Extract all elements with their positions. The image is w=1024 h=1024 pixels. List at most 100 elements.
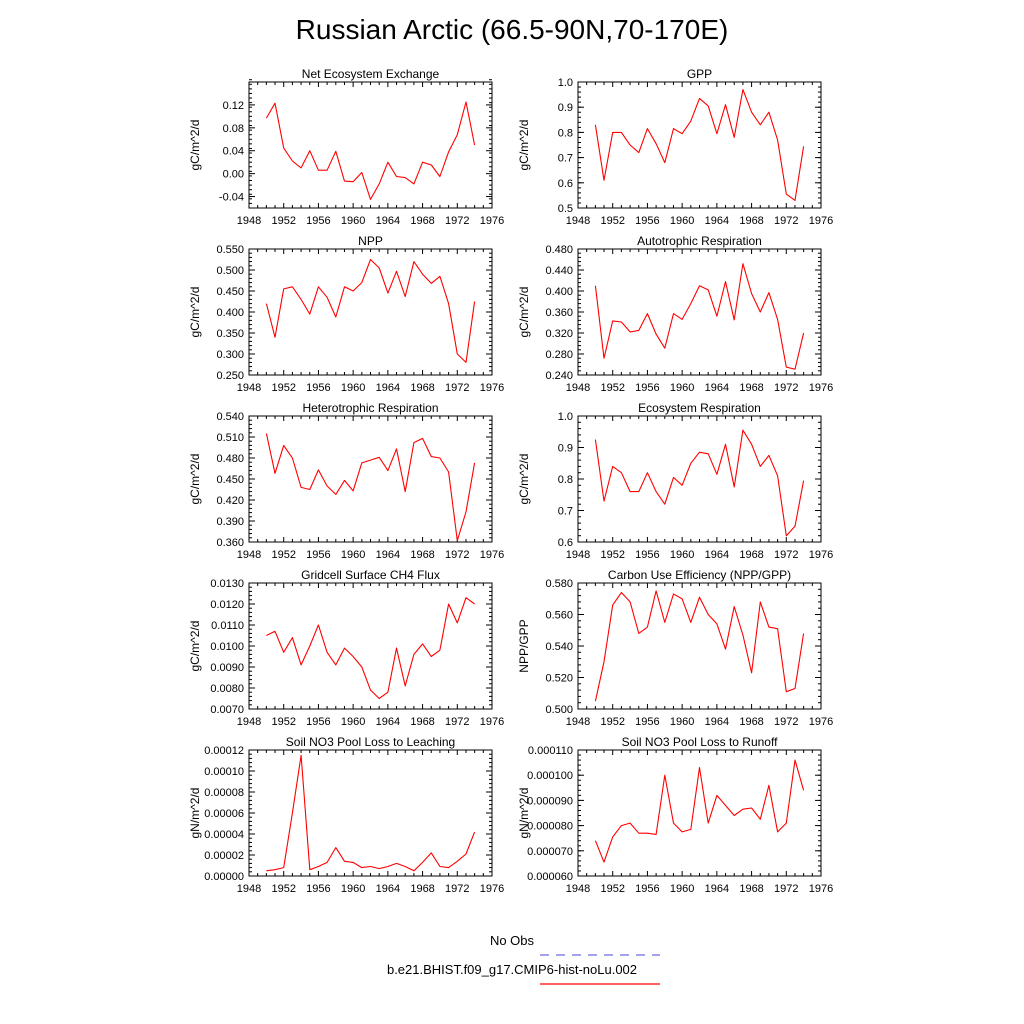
chart-8-ytick-label: 0.00012: [204, 745, 244, 757]
chart-9-xtick-label: 1968: [739, 883, 763, 895]
chart-3-xtick-label: 1960: [670, 382, 694, 394]
chart-3-xtick-label: 1964: [705, 382, 729, 394]
chart-6-xtick-label: 1964: [376, 716, 400, 728]
chart-4: Heterotrophic Respiration 1948 1952 1956 196…: [188, 401, 504, 561]
chart-6-ylabel: gC/m^2/d: [188, 621, 202, 672]
chart-5: Ecosystem Respiration 1948 1952 1956 1960 196…: [517, 401, 833, 561]
chart-1-frame: [577, 81, 822, 209]
chart-6-xtick-label: 1956: [306, 716, 330, 728]
chart-5-xtick-label: 1952: [600, 549, 624, 561]
chart-1-xtick-label: 1964: [705, 215, 729, 227]
chart-7: Carbon Use Efficiency (NPP/GPP) 1948 1952 1…: [517, 568, 833, 728]
chart-2-title: NPP: [358, 234, 383, 248]
chart-1-ytick-label: 0.5: [558, 203, 573, 215]
chart-8-xtick-label: 1960: [341, 883, 365, 895]
chart-4-xtick-label: 1948: [237, 549, 261, 561]
chart-1-ytick-label: 1.0: [558, 77, 573, 89]
chart-5-ytick-label: 1.0: [558, 411, 573, 423]
chart-1-xtick-label: 1968: [739, 215, 763, 227]
chart-8-ytick-label: 0.00010: [204, 766, 244, 778]
chart-6-xtick-label: 1968: [410, 716, 434, 728]
chart-9-ytick-label: 0.000070: [527, 846, 573, 858]
chart-3: Autotrophic Respiration 1948 1952 1956 1960 1…: [517, 234, 833, 394]
chart-2-xtick-label: 1948: [237, 382, 261, 394]
chart-7-xtick-label: 1952: [600, 716, 624, 728]
chart-7-series-line-0: [594, 590, 805, 702]
chart-0-xtick-label: 1976: [480, 215, 504, 227]
chart-0-ytick-label: 0.08: [223, 123, 244, 135]
chart-8-xtick-label: 1964: [376, 883, 400, 895]
chart-7-xtick-label: 1948: [566, 716, 590, 728]
chart-4-xtick-label: 1952: [271, 549, 295, 561]
chart-7-xtick-label: 1964: [705, 716, 729, 728]
chart-7-xtick-label: 1972: [774, 716, 798, 728]
chart-5-ytick-label: 0.7: [558, 506, 573, 518]
chart-1-ytick-label: 0.8: [558, 127, 573, 139]
chart-1-xtick-label: 1952: [600, 215, 624, 227]
chart-5-series-line-0: [594, 429, 805, 537]
chart-3-xtick-label: 1952: [600, 382, 624, 394]
chart-9-xtick-label: 1956: [635, 883, 659, 895]
chart-4-xtick-label: 1964: [376, 549, 400, 561]
chart-0-ylabel: gC/m^2/d: [188, 120, 202, 171]
chart-5-xtick-label: 1960: [670, 549, 694, 561]
chart-5-xtick-label: 1948: [566, 549, 590, 561]
chart-9-ytick-label: 0.000090: [527, 795, 573, 807]
chart-0-ytick-label: 0.00: [223, 169, 244, 181]
chart-9-xtick-label: 1976: [809, 883, 833, 895]
chart-2-ylabel: gC/m^2/d: [188, 287, 202, 338]
chart-7-xtick-label: 1968: [739, 716, 763, 728]
chart-4-xtick-label: 1976: [480, 549, 504, 561]
chart-4-ylabel: gC/m^2/d: [188, 454, 202, 505]
chart-9-xtick-label: 1948: [566, 883, 590, 895]
chart-6-ytick-label: 0.0070: [210, 704, 244, 716]
chart-5-ylabel: gC/m^2/d: [517, 454, 531, 505]
chart-0-xtick-label: 1964: [376, 215, 400, 227]
chart-2-ytick-label: 0.250: [216, 370, 244, 382]
chart-3-ytick-label: 0.440: [545, 265, 573, 277]
legend-label-no-obs: No Obs: [489, 933, 535, 948]
chart-1-series-line-0: [594, 89, 805, 201]
chart-8-ytick-label: 0.00000: [204, 871, 244, 883]
chart-1-xtick-label: 1956: [635, 215, 659, 227]
chart-2-xtick-label: 1976: [480, 382, 504, 394]
chart-4-series-line-0: [265, 433, 476, 542]
chart-9-title: Soil NO3 Pool Loss to Runoff: [622, 735, 779, 749]
chart-4-xtick-label: 1972: [445, 549, 469, 561]
chart-4-ytick-label: 0.390: [216, 516, 244, 528]
chart-8-ytick-label: 0.00006: [204, 808, 244, 820]
chart-2-ytick-label: 0.450: [216, 286, 244, 298]
chart-7-title: Carbon Use Efficiency (NPP/GPP): [608, 568, 791, 582]
chart-4-ytick-label: 0.450: [216, 474, 244, 486]
chart-2-ytick-label: 0.400: [216, 307, 244, 319]
chart-7-ylabel: NPP/GPP: [517, 619, 531, 672]
chart-0-xtick-label: 1968: [410, 215, 434, 227]
chart-5-ytick-label: 0.9: [558, 443, 573, 455]
chart-9-ytick-label: 0.000060: [527, 871, 573, 883]
chart-3-ytick-label: 0.240: [545, 370, 573, 382]
chart-3-ytick-label: 0.480: [545, 244, 573, 256]
chart-6-ytick-label: 0.0130: [210, 578, 244, 590]
chart-2-ytick-label: 0.550: [216, 244, 244, 256]
chart-2-ytick-label: 0.350: [216, 328, 244, 340]
chart-3-series-line-0: [594, 263, 805, 370]
chart-2: NPP 1948 1952 1956 1960 1964 1968 1972 1976 0.250…: [188, 234, 504, 394]
chart-0-xtick-label: 1960: [341, 215, 365, 227]
chart-6-ytick-label: 0.0090: [210, 662, 244, 674]
chart-8-series-line-0: [266, 754, 476, 872]
chart-2-xtick-label: 1972: [445, 382, 469, 394]
chart-3-ytick-label: 0.360: [545, 307, 573, 319]
chart-9-xtick-label: 1952: [600, 883, 624, 895]
chart-8-xtick-label: 1948: [237, 883, 261, 895]
chart-0-xtick-label: 1952: [271, 215, 295, 227]
chart-8-xtick-label: 1972: [445, 883, 469, 895]
chart-2-xtick-label: 1956: [306, 382, 330, 394]
chart-3-ytick-label: 0.400: [545, 286, 573, 298]
chart-8-ytick-label: 0.00004: [204, 829, 244, 841]
chart-3-xtick-label: 1972: [774, 382, 798, 394]
chart-9-xtick-label: 1964: [705, 883, 729, 895]
chart-9-ytick-label: 0.000100: [527, 770, 573, 782]
chart-0-xtick-label: 1972: [445, 215, 469, 227]
chart-4-ytick-label: 0.540: [216, 411, 244, 423]
